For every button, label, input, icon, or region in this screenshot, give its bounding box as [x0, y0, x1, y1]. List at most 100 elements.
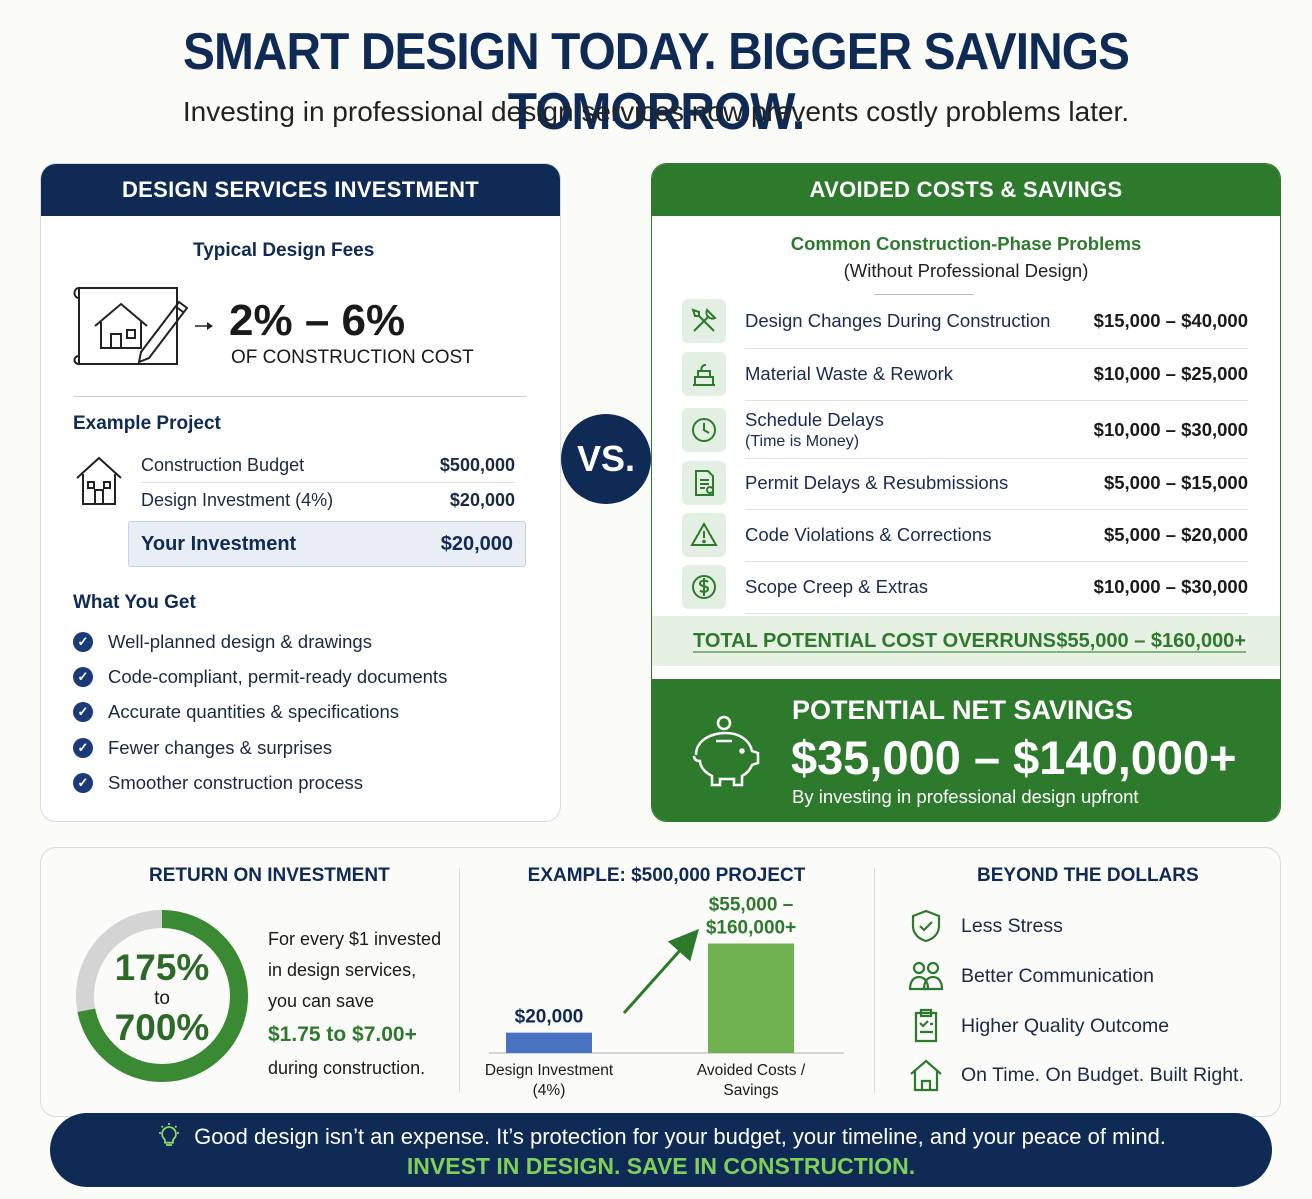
growth-arrow-icon: [622, 929, 699, 1014]
problem-row: Design Changes During Construction $15,0…: [682, 295, 1248, 347]
beyond-item: Less Stress: [907, 908, 1063, 944]
what-you-get-title: What You Get: [73, 592, 196, 613]
vs-badge: VS.: [561, 414, 651, 504]
roi-low: 175%: [114, 947, 210, 988]
page-title: SMART DESIGN TODAY. BIGGER SAVINGS TOMOR…: [182, 23, 1130, 141]
roi-line: For every $1 invested: [268, 929, 442, 949]
check-icon: ✓: [73, 738, 93, 758]
roi-line: in design services,: [268, 960, 417, 980]
problem-row: Material Waste & Rework $10,000 – $25,00…: [682, 348, 1248, 400]
divider: [745, 613, 1248, 614]
beyond-label: Less Stress: [961, 914, 1063, 937]
house-check-icon: [907, 1057, 945, 1093]
problem-label: Code Violations & Corrections: [745, 523, 992, 545]
check-icon: ✓: [73, 632, 93, 652]
problem-row: Scope Creep & Extras $10,000 – $30,000: [682, 561, 1248, 613]
column-divider: [459, 868, 460, 1093]
blueprint-icon: [71, 282, 221, 379]
benefit-item: ✓ Code-compliant, permit-ready documents: [73, 663, 447, 691]
shield-check-icon: [907, 908, 945, 944]
beyond-item: Higher Quality Outcome: [907, 1008, 1169, 1044]
check-icon: ✓: [73, 702, 93, 722]
page-subtitle: Investing in professional design service…: [182, 96, 1130, 127]
dollar-icon: [682, 565, 726, 609]
problem-label-sub: (Time is Money): [745, 432, 860, 450]
check-icon: ✓: [73, 667, 93, 687]
tools-icon: [682, 299, 726, 343]
benefit-item: ✓ Well-planned design & drawings: [73, 628, 372, 656]
problem-label-main: Schedule Delays: [745, 409, 884, 431]
column-divider: [874, 868, 875, 1093]
problem-label: Scope Creep & Extras: [745, 575, 929, 597]
beyond-title: BEYOND THE DOLLARS: [977, 865, 1199, 886]
roi-amount: $1.75 to $7.00+: [268, 1023, 417, 1046]
divider: [745, 458, 1248, 459]
chart-category-label: Savings: [723, 1082, 778, 1099]
problem-label: Material Waste & Rework: [745, 362, 954, 384]
lightbulb-icon: [156, 1122, 182, 1154]
beyond-label: Better Communication: [961, 964, 1154, 987]
roi-line: during construction.: [268, 1058, 426, 1078]
problem-cost: $10,000 – $30,000: [1093, 576, 1248, 597]
typical-fees-title: Typical Design Fees: [193, 240, 375, 261]
divider: [745, 561, 1248, 562]
banner-tagline: INVEST IN DESIGN. SAVE IN CONSTRUCTION.: [406, 1153, 916, 1179]
design-investment-label: Design Investment (4%): [141, 489, 334, 510]
divider: [141, 482, 515, 483]
benefit-label: Smoother construction process: [108, 772, 364, 793]
divider: [745, 348, 1248, 349]
problem-label: Schedule Delays (Time is Money): [745, 409, 1094, 450]
your-investment-label: Your Investment: [141, 532, 297, 555]
net-savings-title: POTENTIAL NET SAVINGS: [792, 695, 1134, 725]
problem-cost: $15,000 – $40,000: [1093, 310, 1248, 331]
beyond-item: On Time. On Budget. Built Right.: [907, 1057, 1244, 1093]
net-savings-caption: By investing in professional design upfr…: [792, 786, 1139, 807]
chart-bar: [506, 1032, 592, 1053]
banner-message-text: Good design isn’t an expense. It’s prote…: [194, 1124, 1166, 1149]
chart-bar: [708, 943, 794, 1053]
design-investment-row: Design Investment (4%) $20,000: [141, 483, 515, 517]
chart-category-label: Avoided Costs /: [697, 1062, 806, 1079]
divider: [745, 400, 1248, 401]
example-bar-chart: $20,000 Design Investment (4%) $55,000 –$16…: [485, 895, 844, 1099]
total-overruns-row: TOTAL POTENTIAL COST OVERRUNS $55,000 – …: [652, 616, 1280, 666]
problem-cost: $10,000 – $30,000: [1093, 419, 1248, 440]
problem-label: Permit Delays & Resubmissions: [745, 471, 1009, 493]
divider: [874, 294, 974, 295]
benefit-label: Code-compliant, permit-ready documents: [108, 666, 448, 687]
design-investment-heading: DESIGN SERVICES INVESTMENT: [41, 164, 560, 216]
total-overruns-label: TOTAL POTENTIAL COST OVERRUNS: [693, 629, 1056, 652]
your-investment-value: $20,000: [440, 532, 513, 555]
example-chart-title: EXAMPLE: $500,000 PROJECT: [527, 865, 806, 886]
budget-row: Construction Budget $500,000: [141, 448, 515, 482]
clock-icon: [682, 408, 726, 452]
example-project-title: Example Project: [73, 413, 221, 434]
clipboard-icon: [907, 1008, 945, 1044]
your-investment-row: Your Investment $20,000: [128, 521, 526, 567]
chart-category-label: Design Investment: [485, 1062, 614, 1079]
roi-to: to: [154, 988, 170, 1009]
roi-title: RETURN ON INVESTMENT: [149, 865, 390, 886]
bottom-summary-panel: RETURN ON INVESTMENT 175% to 700% For ev…: [40, 847, 1281, 1117]
chart-data-label: $160,000+: [706, 918, 796, 939]
piggy-bank-icon: [682, 711, 762, 796]
benefit-item: ✓ Fewer changes & surprises: [73, 734, 332, 762]
benefit-label: Well-planned design & drawings: [108, 631, 372, 652]
warning-icon: [682, 513, 726, 557]
material-icon: [682, 352, 726, 396]
problem-label: Design Changes During Construction: [745, 309, 1051, 331]
roi-line: you can save: [268, 991, 375, 1011]
roi-ring-fill: [76, 910, 248, 1082]
net-savings-value: $35,000 – $140,000+: [791, 731, 1237, 784]
chart-data-label: $20,000: [515, 1007, 584, 1028]
people-icon: [907, 958, 945, 994]
benefit-label: Accurate quantities & specifications: [108, 701, 400, 722]
roi-ring: [74, 908, 250, 1089]
problem-row: Permit Delays & Resubmissions $5,000 – $…: [682, 457, 1248, 509]
check-icon: ✓: [73, 773, 93, 793]
budget-label: Construction Budget: [141, 454, 305, 475]
problem-cost: $5,000 – $15,000: [1103, 472, 1248, 493]
beyond-label: Higher Quality Outcome: [961, 1014, 1170, 1037]
avoided-costs-heading: AVOIDED COSTS & SAVINGS: [652, 164, 1280, 216]
roi-text: For every $1 invested in design services…: [268, 924, 441, 1084]
